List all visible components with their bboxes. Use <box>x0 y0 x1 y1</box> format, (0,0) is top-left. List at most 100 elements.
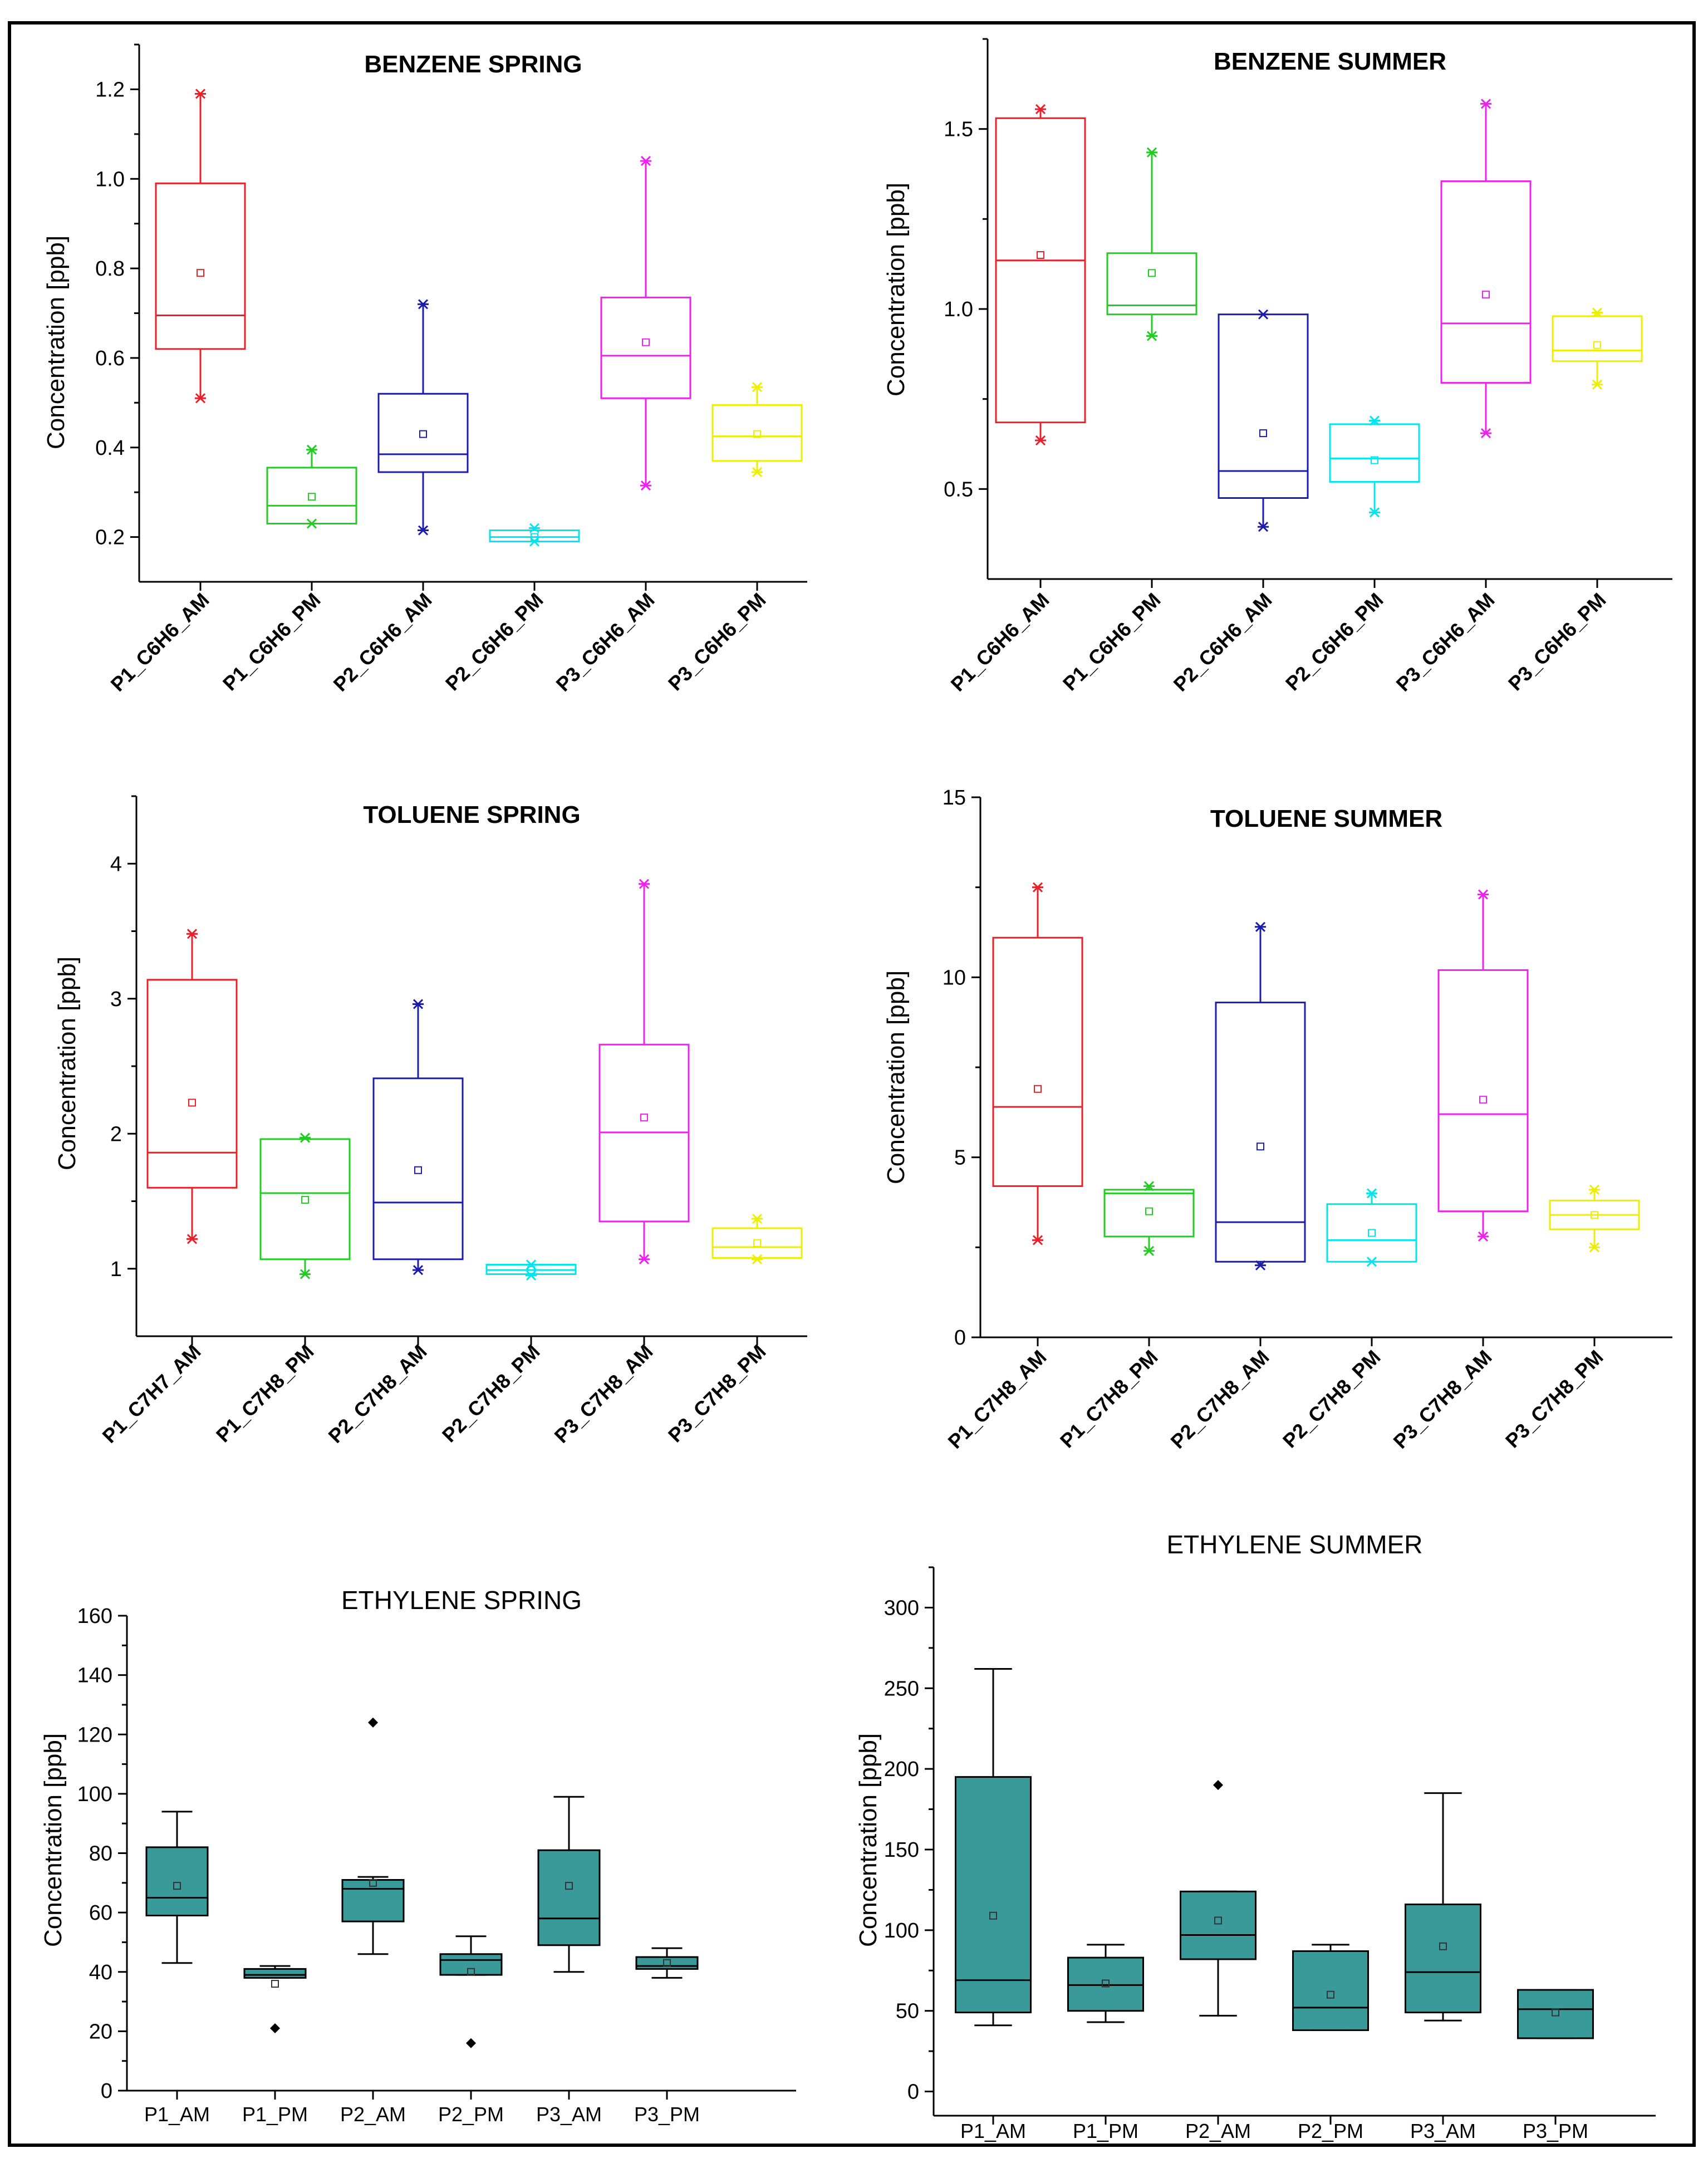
chart-title: TOLUENE SUMMER <box>1210 805 1442 832</box>
box-body <box>243 1968 307 1979</box>
outlier-marker <box>270 2023 280 2034</box>
box-p2-am <box>1180 1780 1257 2017</box>
x-tick-label: P1_C6H6_AM <box>946 588 1054 696</box>
y-tick-label: 0 <box>907 2081 919 2104</box>
y-axis-label: Concentration [ppb] <box>882 970 910 1184</box>
box-p1-am <box>955 1668 1032 2027</box>
chart-title: TOLUENE SPRING <box>363 801 580 828</box>
max-marker <box>195 89 206 99</box>
mean-marker <box>1593 341 1601 349</box>
box-body <box>1326 1203 1417 1263</box>
x-tick-label: P2_C7H8_AM <box>324 1340 431 1448</box>
y-tick-label: 4 <box>110 852 122 876</box>
x-tick-label: P1_C7H8_PM <box>1056 1346 1162 1453</box>
chart-ethylene-summer: ETHYLENE SUMMER 0 50 100 150 200 250 300 Concent… <box>855 1530 1656 2142</box>
box-p3-c7h8-pm <box>1549 1184 1640 1253</box>
mean-marker <box>1145 1207 1153 1215</box>
mean-marker <box>188 1098 196 1107</box>
mean-marker <box>1034 1085 1042 1093</box>
min-marker <box>639 1254 650 1264</box>
max-marker <box>752 1213 763 1224</box>
mean-marker <box>467 1968 475 1976</box>
box-body <box>155 182 246 350</box>
max-marker <box>752 382 763 393</box>
mean-marker <box>301 1196 309 1204</box>
box-p3-pm <box>1517 1989 1594 2039</box>
mean-marker <box>1148 269 1156 277</box>
box-p2-c6h6-pm <box>1329 415 1420 518</box>
x-tick-label: P3_PM <box>1523 2120 1588 2142</box>
x-tick-label: P2_C6H6_AM <box>1169 588 1277 696</box>
y-tick-label: 20 <box>89 2020 112 2043</box>
box-body <box>537 1849 601 1946</box>
mean-marker <box>414 1166 422 1174</box>
outlier-marker <box>1213 1780 1223 1791</box>
mean-marker <box>753 430 761 438</box>
chart-toluene-summer: TOLUENE SUMMER 0 5 10 15 Concentration [ppb] P… <box>882 786 1672 1453</box>
y-tick-label: 0.4 <box>95 436 125 460</box>
min-marker <box>1146 331 1157 341</box>
x-tick-label: P2_C7H8_PM <box>1278 1346 1385 1453</box>
mean-marker <box>565 1882 573 1890</box>
x-tick-label: P3_C6H6_AM <box>1392 588 1499 696</box>
box-p1-am <box>145 1811 209 1964</box>
min-marker <box>1592 379 1603 390</box>
box-body <box>711 1227 803 1259</box>
x-tick-label: P1_C6H6_PM <box>1058 588 1165 695</box>
mean-marker <box>271 1980 279 1988</box>
y-tick-label: 1.0 <box>944 298 973 321</box>
max-marker <box>1589 1184 1600 1195</box>
x-tick-label: P3_C7H8_AM <box>550 1340 657 1448</box>
chart-title: ETHYLENE SPRING <box>341 1586 582 1615</box>
box-body <box>1106 252 1197 316</box>
max-marker <box>1366 1188 1377 1199</box>
min-marker <box>752 467 763 478</box>
min-marker <box>195 393 206 404</box>
box-p3-c7h8-am <box>1437 889 1529 1242</box>
box-p3-am <box>1405 1792 1481 2022</box>
y-tick-label: 3 <box>110 988 122 1011</box>
chart-benzene-summer: BENZENE SUMMER 0.5 1.0 1.5 Concentration [pp… <box>882 38 1672 696</box>
min-marker <box>186 1234 198 1244</box>
y-tick-label: 2 <box>110 1122 122 1146</box>
mean-marker <box>1479 1096 1487 1104</box>
max-marker <box>413 999 424 1009</box>
min-marker <box>640 480 651 491</box>
box-p3-c6h6-am <box>600 156 691 491</box>
mean-marker <box>1214 1916 1222 1925</box>
box-p3-c6h6-am <box>1440 99 1532 439</box>
x-tick-label: P1_C6H6_PM <box>218 588 325 695</box>
y-tick-label: 0.8 <box>95 257 125 281</box>
chart-toluene-spring: TOLUENE SPRING 1 2 3 4 Concentration [ppb] P1_… <box>53 795 807 1448</box>
box-body <box>600 296 691 399</box>
min-marker <box>1478 1231 1489 1242</box>
mean-marker <box>640 1114 648 1122</box>
box-p2-c6h6-am <box>377 299 469 536</box>
mean-marker <box>1591 1211 1598 1219</box>
mean-marker <box>369 1879 377 1887</box>
chart-title: BENZENE SUMMER <box>1214 48 1446 75</box>
x-tick-label: P3_C6H6_AM <box>552 588 659 696</box>
y-tick-label: 0 <box>101 2079 112 2103</box>
y-tick-label: 0 <box>954 1326 966 1350</box>
box-p1-c6h6-am <box>155 89 246 404</box>
min-marker <box>1480 428 1491 439</box>
y-axis-label: Concentration [ppb] <box>40 1733 67 1947</box>
box-p1-c6h6-am <box>995 104 1086 446</box>
mean-marker <box>1439 1942 1447 1950</box>
box-body <box>1103 1189 1195 1238</box>
box-p1-pm <box>1067 1944 1144 2023</box>
box-body <box>992 936 1083 1187</box>
box-body <box>1517 1989 1594 2039</box>
y-tick-label: 150 <box>884 1838 919 1862</box>
max-marker <box>1035 104 1046 115</box>
box-body <box>1437 969 1529 1213</box>
figure-frame <box>8 21 1696 2147</box>
max-marker <box>1146 147 1157 158</box>
x-tick-label: P3_AM <box>536 2103 602 2126</box>
box-body <box>145 1846 209 1916</box>
box-body <box>372 1077 464 1261</box>
mean-marker <box>1327 1990 1334 1999</box>
max-marker <box>1480 99 1491 109</box>
box-body <box>955 1776 1032 2014</box>
